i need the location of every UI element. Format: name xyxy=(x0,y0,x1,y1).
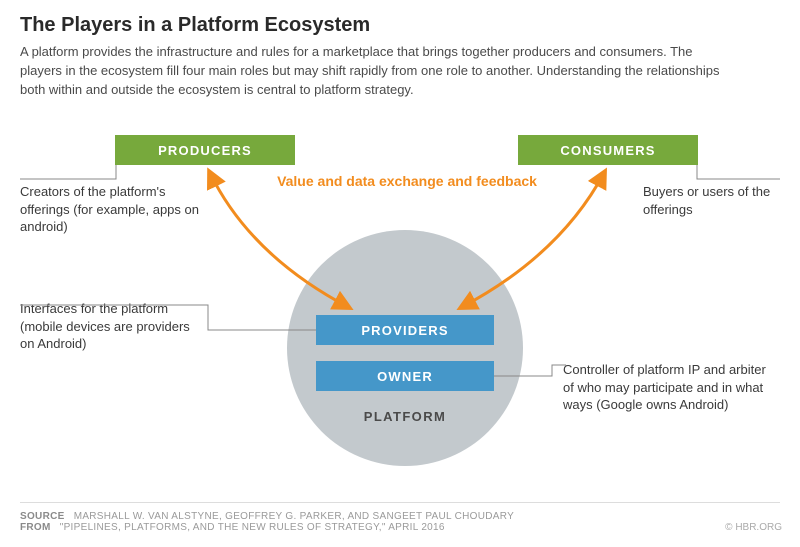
copyright: © HBR.ORG xyxy=(725,522,782,533)
providers-description: Interfaces for the platform (mobile devi… xyxy=(20,300,205,353)
exchange-label: Value and data exchange and feedback xyxy=(252,173,562,189)
providers-box: PROVIDERS xyxy=(316,315,494,345)
producers-label: PRODUCERS xyxy=(158,143,252,158)
page-title: The Players in a Platform Ecosystem xyxy=(0,0,800,43)
from-text: "PIPELINES, PLATFORMS, AND THE NEW RULES… xyxy=(60,522,445,533)
source-label: SOURCE xyxy=(20,511,65,522)
owner-description: Controller of platform IP and arbiter of… xyxy=(563,361,778,414)
consumers-box: CONSUMERS xyxy=(518,135,698,165)
source-footer: SOURCE MARSHALL W. VAN ALSTYNE, GEOFFREY… xyxy=(20,511,514,533)
source-text: MARSHALL W. VAN ALSTYNE, GEOFFREY G. PAR… xyxy=(74,511,514,522)
consumers-label: CONSUMERS xyxy=(560,143,655,158)
owner-label: OWNER xyxy=(377,369,433,384)
owner-box: OWNER xyxy=(316,361,494,391)
ecosystem-diagram: PRODUCERS CONSUMERS PROVIDERS OWNER PLAT… xyxy=(0,105,800,505)
providers-label: PROVIDERS xyxy=(361,323,448,338)
from-label: FROM xyxy=(20,522,51,533)
page-subtitle: A platform provides the infrastructure a… xyxy=(0,43,740,100)
consumers-description: Buyers or users of the offerings xyxy=(643,183,778,218)
platform-label: PLATFORM xyxy=(316,409,494,424)
producers-description: Creators of the platform's offerings (fo… xyxy=(20,183,205,236)
footer-rule xyxy=(20,502,780,503)
producers-box: PRODUCERS xyxy=(115,135,295,165)
